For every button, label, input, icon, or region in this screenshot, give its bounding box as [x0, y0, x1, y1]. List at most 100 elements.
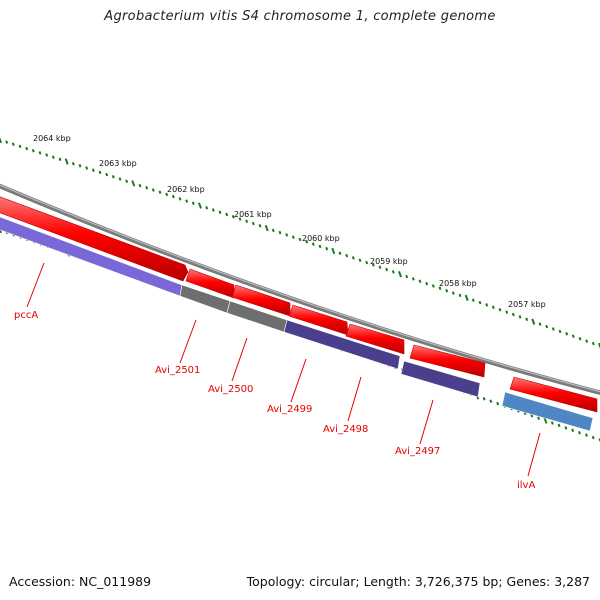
minor-tick [18, 144, 22, 149]
minor-tick [557, 423, 561, 428]
minor-tick [496, 401, 500, 406]
minor-tick [105, 172, 109, 177]
gene-label-avi-2497[interactable]: Avi_2497 [395, 446, 440, 457]
minor-tick [578, 336, 582, 341]
minor-tick [245, 219, 249, 224]
minor-tick [225, 212, 229, 217]
minor-tick [445, 288, 449, 293]
gene-label-avi-2498[interactable]: Avi_2498 [323, 424, 368, 435]
minor-tick [558, 329, 562, 334]
minor-tick [591, 341, 595, 346]
minor-tick [11, 142, 15, 147]
major-tick [0, 136, 2, 144]
gene-arrows [0, 195, 598, 413]
minor-tick [351, 256, 355, 260]
major-tick [198, 202, 202, 209]
gene-arrow[interactable] [509, 376, 598, 413]
gene-label-avi-2500[interactable]: Avi_2500 [208, 384, 253, 395]
kbp-label: 2061 kbp [234, 210, 272, 219]
minor-tick [365, 260, 369, 265]
gene-label-avi-2499[interactable]: Avi_2499 [267, 404, 312, 415]
gene-arrow[interactable] [345, 323, 405, 355]
minor-tick [45, 153, 49, 157]
minor-tick [511, 312, 515, 317]
minor-tick [171, 194, 175, 199]
minor-tick [138, 183, 142, 188]
gene-label-pccA[interactable]: pccA [14, 310, 38, 321]
kbp-label: 2060 kbp [302, 234, 340, 243]
major-tick [331, 247, 336, 255]
minor-tick [338, 251, 342, 256]
minor-tick [71, 161, 75, 166]
minor-tick [358, 258, 362, 262]
gene-arrow[interactable] [185, 268, 235, 299]
minor-tick [258, 224, 262, 228]
minor-tick [571, 334, 575, 338]
minor-tick [58, 157, 62, 162]
minor-tick [482, 397, 486, 401]
minor-tick [584, 433, 588, 437]
minor-tick [385, 267, 389, 272]
minor-tick [491, 305, 495, 310]
minor-tick [345, 253, 349, 258]
minor-tick [545, 324, 549, 329]
minor-tick [537, 416, 541, 420]
genome-backbone [0, 183, 600, 396]
map-title: Agrobacterium vitis S4 chromosome 1, com… [104, 9, 496, 24]
minor-tick [211, 208, 215, 212]
minor-tick [391, 270, 395, 274]
minor-tick [111, 175, 115, 179]
minor-tick [91, 168, 95, 172]
minor-tick [538, 322, 542, 326]
minor-tick [425, 281, 429, 286]
minor-tick [591, 435, 595, 440]
minor-tick [98, 170, 102, 175]
minor-tick [318, 244, 322, 249]
minor-tick [378, 265, 382, 269]
gene-label-ilvA[interactable]: ilvA [517, 480, 535, 491]
cds-bar[interactable] [400, 360, 481, 398]
gene-label-avi-2501[interactable]: Avi_2501 [155, 365, 200, 376]
minor-tick [478, 300, 482, 305]
minor-tick [471, 298, 475, 302]
cds-track [0, 216, 594, 432]
genome-summary-text: Topology: circular; Length: 3,726,375 bp… [246, 574, 590, 589]
label-leaders [26, 262, 541, 477]
minor-tick [85, 166, 89, 170]
minor-tick [5, 140, 9, 144]
minor-tick [151, 188, 155, 192]
gene-labels: pccA Avi_2501 Avi_2500 Avi_2499 Avi_2498… [14, 310, 535, 491]
minor-tick [571, 428, 575, 433]
minor-tick [458, 293, 462, 298]
gene-arrow[interactable] [409, 344, 486, 378]
minor-tick [418, 279, 422, 284]
minor-tick [185, 199, 189, 203]
minor-tick [238, 217, 242, 221]
minor-tick [38, 151, 42, 155]
gene-arrow[interactable] [0, 195, 189, 282]
kbp-label: 2057 kbp [508, 300, 546, 309]
minor-tick [251, 221, 255, 226]
minor-tick [205, 206, 209, 210]
minor-tick [231, 215, 235, 219]
minor-tick [118, 177, 122, 181]
cds-bar[interactable] [283, 319, 401, 370]
minor-tick [411, 277, 415, 281]
kbp-scale: 2064 kbp 2063 kbp 2062 kbp 2061 kbp 2060… [33, 134, 546, 309]
major-tick [131, 180, 136, 187]
minor-tick [518, 315, 522, 319]
minor-tick [145, 186, 149, 190]
minor-tick [578, 430, 581, 435]
minor-tick [438, 286, 442, 291]
kbp-label: 2064 kbp [33, 134, 71, 143]
accession-text: Accession: NC_011989 [9, 574, 152, 589]
minor-tick [218, 210, 222, 215]
cds-bar[interactable] [501, 391, 594, 432]
kbp-label: 2059 kbp [370, 257, 408, 266]
major-tick [464, 294, 469, 301]
minor-tick [305, 240, 309, 244]
kbp-label: 2062 kbp [167, 185, 205, 194]
major-tick [398, 271, 402, 278]
major-tick [0, 226, 2, 234]
